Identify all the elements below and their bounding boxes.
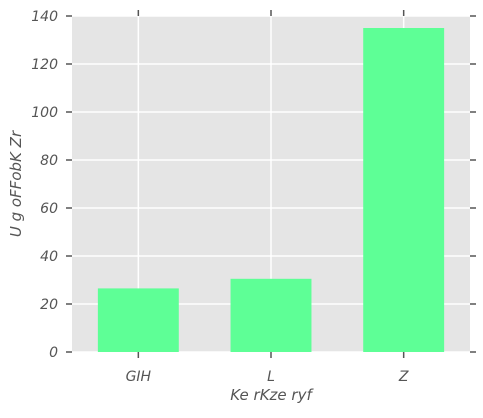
tick-labels: 0 20 40 60 80 100 120 140 GIH L Z (31, 9, 409, 385)
y-tick-label: 120 (31, 57, 58, 73)
y-tick-label: 60 (40, 201, 58, 217)
x-axis-label: Ke rKze ryf (230, 386, 314, 404)
y-tick-label: 140 (31, 9, 58, 25)
bar-gih (97, 288, 179, 352)
y-tick-label: 0 (49, 345, 58, 361)
y-tick-label: 80 (40, 153, 58, 169)
x-tick-label: GIH (126, 369, 152, 385)
axis-ticks (66, 10, 476, 358)
x-tick-label: Z (398, 369, 409, 385)
y-tick-label: 20 (40, 297, 58, 313)
bars (97, 28, 445, 352)
bar-z (363, 28, 445, 352)
y-axis-label: U g oFFobK Zr (7, 130, 25, 237)
bar-l (230, 278, 312, 352)
x-tick-label: L (267, 369, 275, 385)
y-tick-label: 40 (40, 249, 58, 265)
y-tick-label: 100 (31, 105, 58, 121)
